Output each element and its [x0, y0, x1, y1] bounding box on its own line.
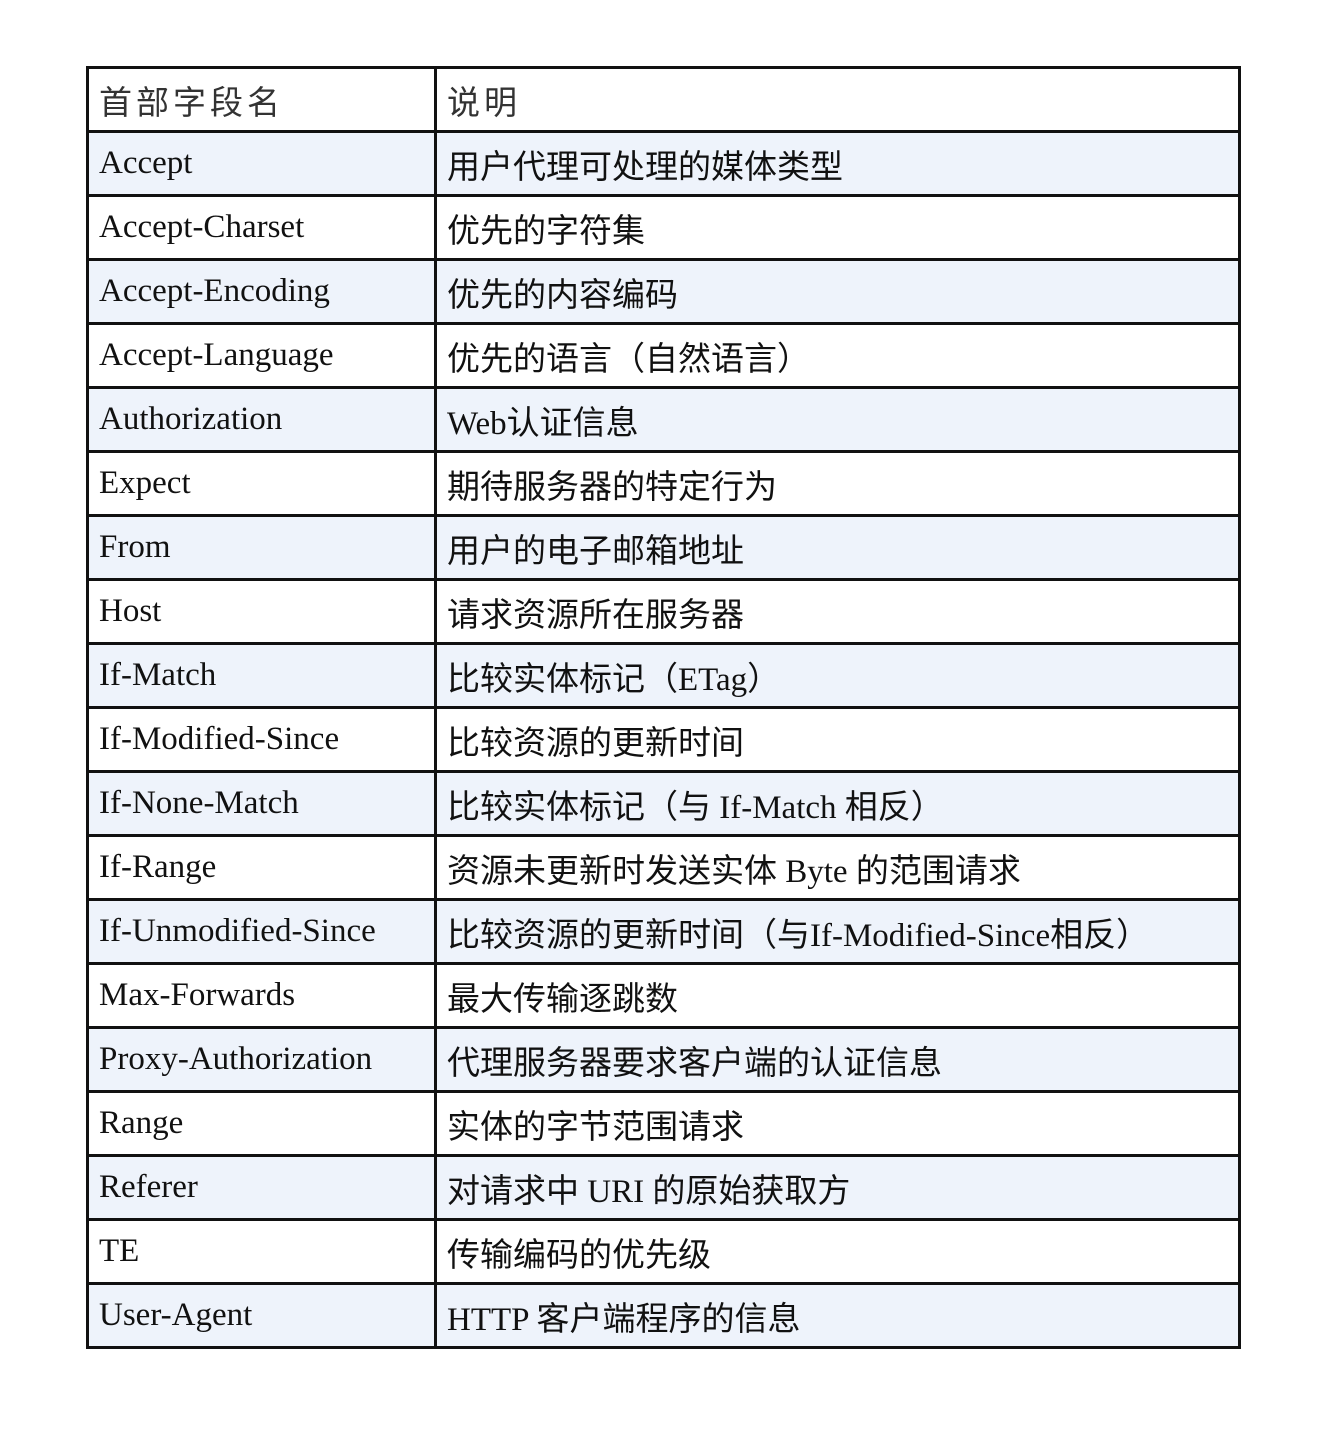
field-name: User-Agent: [86, 1282, 437, 1349]
table-row: If-Range 资源未更新时发送实体 Byte 的范围请求: [86, 834, 1241, 901]
table-row: Accept-Language 优先的语言（自然语言）: [86, 322, 1241, 389]
field-description: 比较资源的更新时间（与If-Modified-Since相反）: [434, 898, 1241, 965]
table-row: Accept-Encoding 优先的内容编码: [86, 258, 1241, 325]
field-description: 传输编码的优先级: [434, 1218, 1241, 1285]
field-description: 最大传输逐跳数: [434, 962, 1241, 1029]
field-description: 比较实体标记（与 If-Match 相反）: [434, 770, 1241, 837]
field-name: If-Modified-Since: [86, 706, 437, 773]
field-name: Accept: [86, 130, 437, 197]
table-row: User-Agent HTTP 客户端程序的信息: [86, 1282, 1241, 1349]
table-row: Accept 用户代理可处理的媒体类型: [86, 130, 1241, 197]
field-name: From: [86, 514, 437, 581]
table-row: Authorization Web认证信息: [86, 386, 1241, 453]
field-name: Accept-Encoding: [86, 258, 437, 325]
field-description: 比较实体标记（ETag）: [434, 642, 1241, 709]
field-name: Accept-Language: [86, 322, 437, 389]
table-row: Proxy-Authorization 代理服务器要求客户端的认证信息: [86, 1026, 1241, 1093]
field-name: Referer: [86, 1154, 437, 1221]
field-description: 资源未更新时发送实体 Byte 的范围请求: [434, 834, 1241, 901]
field-description: 用户的电子邮箱地址: [434, 514, 1241, 581]
field-name: If-Unmodified-Since: [86, 898, 437, 965]
field-name: Proxy-Authorization: [86, 1026, 437, 1093]
table-row: If-Match 比较实体标记（ETag）: [86, 642, 1241, 709]
table-row: Host 请求资源所在服务器: [86, 578, 1241, 645]
field-description: 请求资源所在服务器: [434, 578, 1241, 645]
field-name: Authorization: [86, 386, 437, 453]
table-row: Range 实体的字节范围请求: [86, 1090, 1241, 1157]
field-description: 优先的字符集: [434, 194, 1241, 261]
table-row: Accept-Charset 优先的字符集: [86, 194, 1241, 261]
table-row: Referer 对请求中 URI 的原始获取方: [86, 1154, 1241, 1221]
table-row: Max-Forwards 最大传输逐跳数: [86, 962, 1241, 1029]
field-description: 优先的语言（自然语言）: [434, 322, 1241, 389]
table-row: If-Modified-Since 比较资源的更新时间: [86, 706, 1241, 773]
table-row: If-Unmodified-Since 比较资源的更新时间（与If-Modifie…: [86, 898, 1241, 965]
table-row: Expect 期待服务器的特定行为: [86, 450, 1241, 517]
table-row: TE 传输编码的优先级: [86, 1218, 1241, 1285]
header-field-name: 首部字段名: [86, 66, 437, 133]
field-name: Max-Forwards: [86, 962, 437, 1029]
field-description: 比较资源的更新时间: [434, 706, 1241, 773]
table-row: If-None-Match 比较实体标记（与 If-Match 相反）: [86, 770, 1241, 837]
field-name: Host: [86, 578, 437, 645]
field-name: If-Match: [86, 642, 437, 709]
table-header-row: 首部字段名 说明: [86, 66, 1241, 133]
field-name: Accept-Charset: [86, 194, 437, 261]
field-description: 代理服务器要求客户端的认证信息: [434, 1026, 1241, 1093]
table-row: From 用户的电子邮箱地址: [86, 514, 1241, 581]
field-name: TE: [86, 1218, 437, 1285]
field-description: Web认证信息: [434, 386, 1241, 453]
field-description: HTTP 客户端程序的信息: [434, 1282, 1241, 1349]
field-name: Range: [86, 1090, 437, 1157]
field-name: If-None-Match: [86, 770, 437, 837]
field-name: Expect: [86, 450, 437, 517]
request-header-fields-table: 首部字段名 说明 Accept 用户代理可处理的媒体类型 Accept-Charse…: [86, 66, 1241, 1349]
field-name: If-Range: [86, 834, 437, 901]
header-description: 说明: [434, 66, 1241, 133]
field-description: 实体的字节范围请求: [434, 1090, 1241, 1157]
field-description: 用户代理可处理的媒体类型: [434, 130, 1241, 197]
field-description: 优先的内容编码: [434, 258, 1241, 325]
field-description: 对请求中 URI 的原始获取方: [434, 1154, 1241, 1221]
field-description: 期待服务器的特定行为: [434, 450, 1241, 517]
